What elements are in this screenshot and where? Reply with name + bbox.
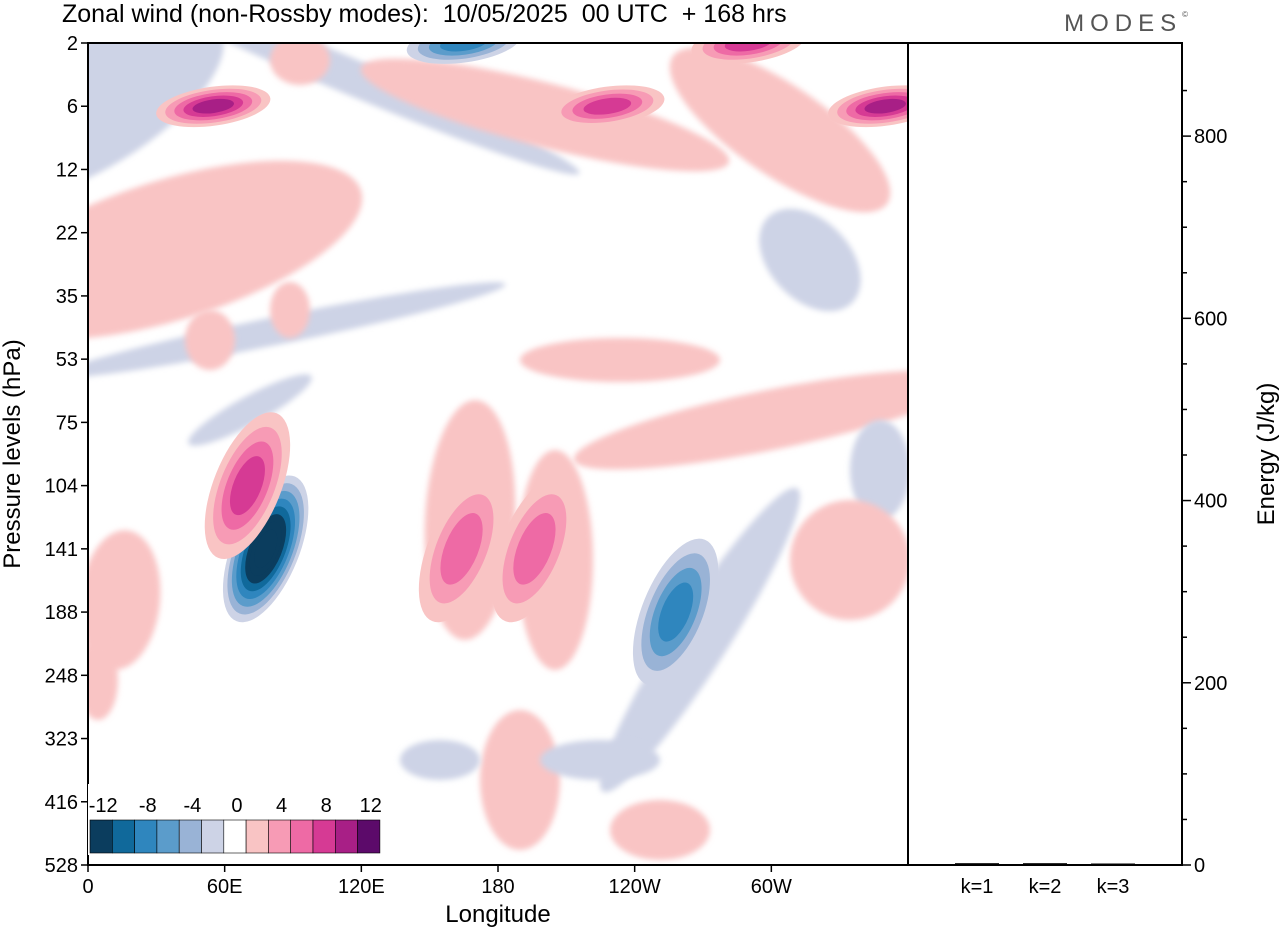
x-tick-label: 120E: [338, 876, 385, 898]
colorbar-swatch: [312, 819, 336, 854]
field-region: [88, 530, 161, 670]
x-tick-label: 180: [481, 876, 514, 898]
x-tick-label: 60W: [751, 876, 792, 898]
y-tick-label: 6: [67, 96, 78, 118]
energy-bar: [1023, 863, 1067, 865]
colorbar-label: 12: [360, 795, 382, 817]
x-axis-label: Longitude: [445, 901, 550, 928]
field-region: [270, 43, 330, 85]
energy-tick-label: 800: [1194, 126, 1227, 148]
field-region: [188, 374, 312, 446]
field-region: [759, 208, 861, 312]
y-axis: 2 6 12 22 35 53 75 104 141 188 248 323 416 528: [45, 33, 88, 877]
x-tick-label: 120W: [609, 876, 661, 898]
colorbar-label: -4: [183, 795, 201, 817]
colorbar-label: 4: [276, 795, 287, 817]
y-axis-label: Pressure levels (hPa): [0, 339, 26, 568]
brand-logo: MODES©: [1064, 10, 1188, 38]
colorbar-swatch: [245, 819, 269, 854]
field-core: [229, 456, 265, 516]
colorbar-swatch: [334, 819, 358, 854]
y-tick-label: 22: [56, 223, 78, 245]
brand-mark: ©: [1182, 10, 1188, 19]
y-tick-label: 323: [45, 729, 78, 751]
x-axis: 0 60E 120E 180 120W 60W: [82, 865, 792, 898]
field-core: [513, 513, 556, 585]
field-region: [88, 43, 224, 202]
y-tick-label: 35: [56, 286, 78, 308]
brand-text: MODES: [1064, 10, 1183, 37]
field-core: [658, 582, 694, 642]
energy-tick-label: 600: [1194, 308, 1227, 330]
field-region: [100, 43, 580, 175]
y-tick-label: 528: [45, 855, 78, 877]
colorbar: -12 -8 -4 0 4 8 12: [88, 784, 382, 855]
y-tick-label: 75: [56, 412, 78, 434]
energy-category-label: k=3: [1097, 876, 1130, 898]
energy-tick-label: 0: [1194, 855, 1205, 877]
colorbar-swatch: [134, 819, 158, 854]
y-tick-label: 248: [45, 665, 78, 687]
colorbar-swatch: [290, 819, 314, 854]
field-core: [254, 529, 278, 569]
colorbar-label: 0: [231, 795, 242, 817]
y-tick-label: 416: [45, 792, 78, 814]
colorbar-swatch: [156, 819, 180, 854]
colorbar-label: -12: [89, 795, 118, 817]
chart-title: Zonal wind (non-Rossby modes): 10/05/202…: [62, 0, 787, 28]
colorbar-swatch: [112, 819, 135, 854]
x-tick-label: 60E: [207, 876, 243, 898]
colorbar-swatch: [268, 819, 291, 854]
energy-tick-label: 200: [1194, 673, 1227, 695]
field-region: [850, 420, 908, 520]
field-core: [192, 98, 235, 114]
y-tick-label: 188: [45, 602, 78, 624]
field-region: [540, 740, 660, 780]
energy-bar: [1091, 863, 1135, 865]
energy-category-label: k=1: [961, 876, 994, 898]
colorbar-label: -8: [139, 795, 157, 817]
field-region: [360, 58, 730, 172]
field-region: [88, 160, 363, 340]
energy-axis-label: Energy (J/kg): [1253, 383, 1280, 526]
colorbar-swatch: [178, 819, 202, 854]
field-region: [88, 640, 118, 720]
field-core: [864, 98, 906, 114]
field-region: [610, 800, 710, 860]
field-region: [185, 310, 235, 370]
field-core: [583, 97, 632, 115]
field-region: [400, 740, 480, 780]
colorbar-swatch: [89, 819, 113, 854]
y-tick-label: 2: [67, 33, 78, 55]
energy-bar: [955, 863, 999, 865]
energy-panel: 0 200 400 600 800 k=1 k=2 k=3: [907, 42, 1227, 898]
energy-tick-label: 400: [1194, 491, 1227, 513]
field-region: [790, 500, 908, 620]
energy-category-label: k=2: [1029, 876, 1062, 898]
y-tick-label: 141: [45, 539, 78, 561]
y-tick-label: 12: [56, 159, 78, 181]
colorbar-label: 8: [321, 795, 332, 817]
field-region: [520, 338, 720, 382]
colorbar-swatch: [357, 819, 381, 854]
field-region: [599, 487, 801, 793]
field-region: [270, 282, 310, 338]
y-tick-label: 53: [56, 349, 78, 371]
x-tick-label: 0: [82, 876, 93, 898]
field-region: [669, 47, 891, 213]
colorbar-swatch: [223, 819, 247, 854]
wind-field: [88, 43, 908, 860]
field-region: [480, 710, 560, 850]
colorbar-swatch: [201, 819, 225, 854]
field-region: [573, 370, 908, 470]
field-core: [440, 513, 483, 585]
energy-frame: [907, 42, 1183, 866]
y-tick-label: 104: [45, 476, 78, 498]
